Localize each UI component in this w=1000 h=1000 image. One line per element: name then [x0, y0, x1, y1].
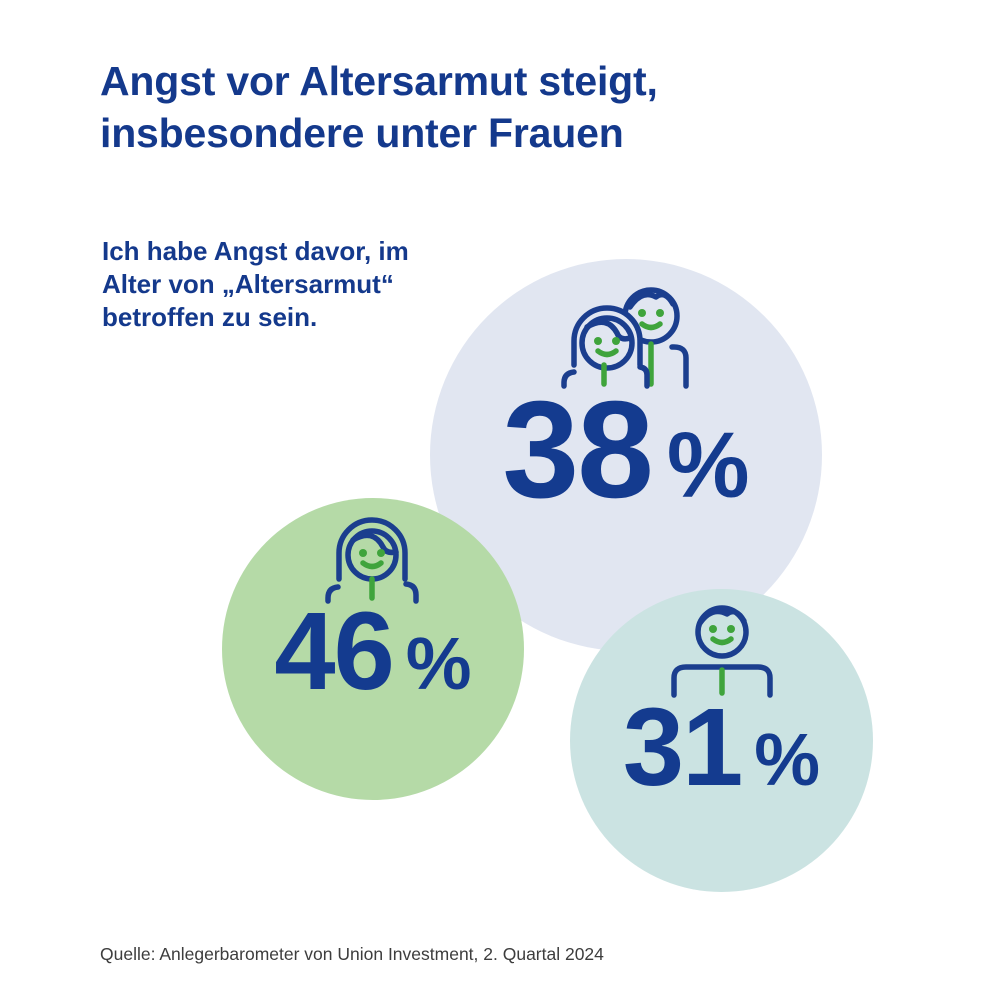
value-men: 31 % [623, 693, 820, 803]
value-number: 38 [502, 373, 653, 527]
couple-icon [561, 287, 689, 389]
man-icon [670, 605, 773, 698]
survey-question-line-2: Alter von „Altersarmut“ [102, 269, 394, 299]
woman-icon [325, 517, 419, 604]
survey-question-line-1: Ich habe Angst davor, im [102, 236, 409, 266]
value-all-respondents: 38 % [502, 381, 749, 519]
percent-sign: % [405, 622, 472, 705]
value-women: 46 % [274, 597, 471, 707]
survey-question-line-3: betroffen zu sein. [102, 302, 318, 332]
source-note: Quelle: Anlegerbarometer von Union Inves… [100, 944, 604, 964]
page-title-line-1: Angst vor Altersarmut steigt, [100, 58, 658, 104]
value-number: 31 [622, 686, 743, 809]
survey-question: Ich habe Angst davor, im Alter von „Alte… [102, 235, 409, 334]
page-title-line-2: insbesondere unter Frauen [100, 110, 624, 156]
percent-sign: % [666, 413, 750, 517]
page-title: Angst vor Altersarmut steigt, insbesonde… [100, 55, 658, 159]
percent-sign: % [754, 718, 821, 801]
bubble-women: 46 % [222, 498, 524, 800]
bubble-men: 31 % [570, 589, 873, 892]
value-number: 46 [274, 590, 394, 713]
